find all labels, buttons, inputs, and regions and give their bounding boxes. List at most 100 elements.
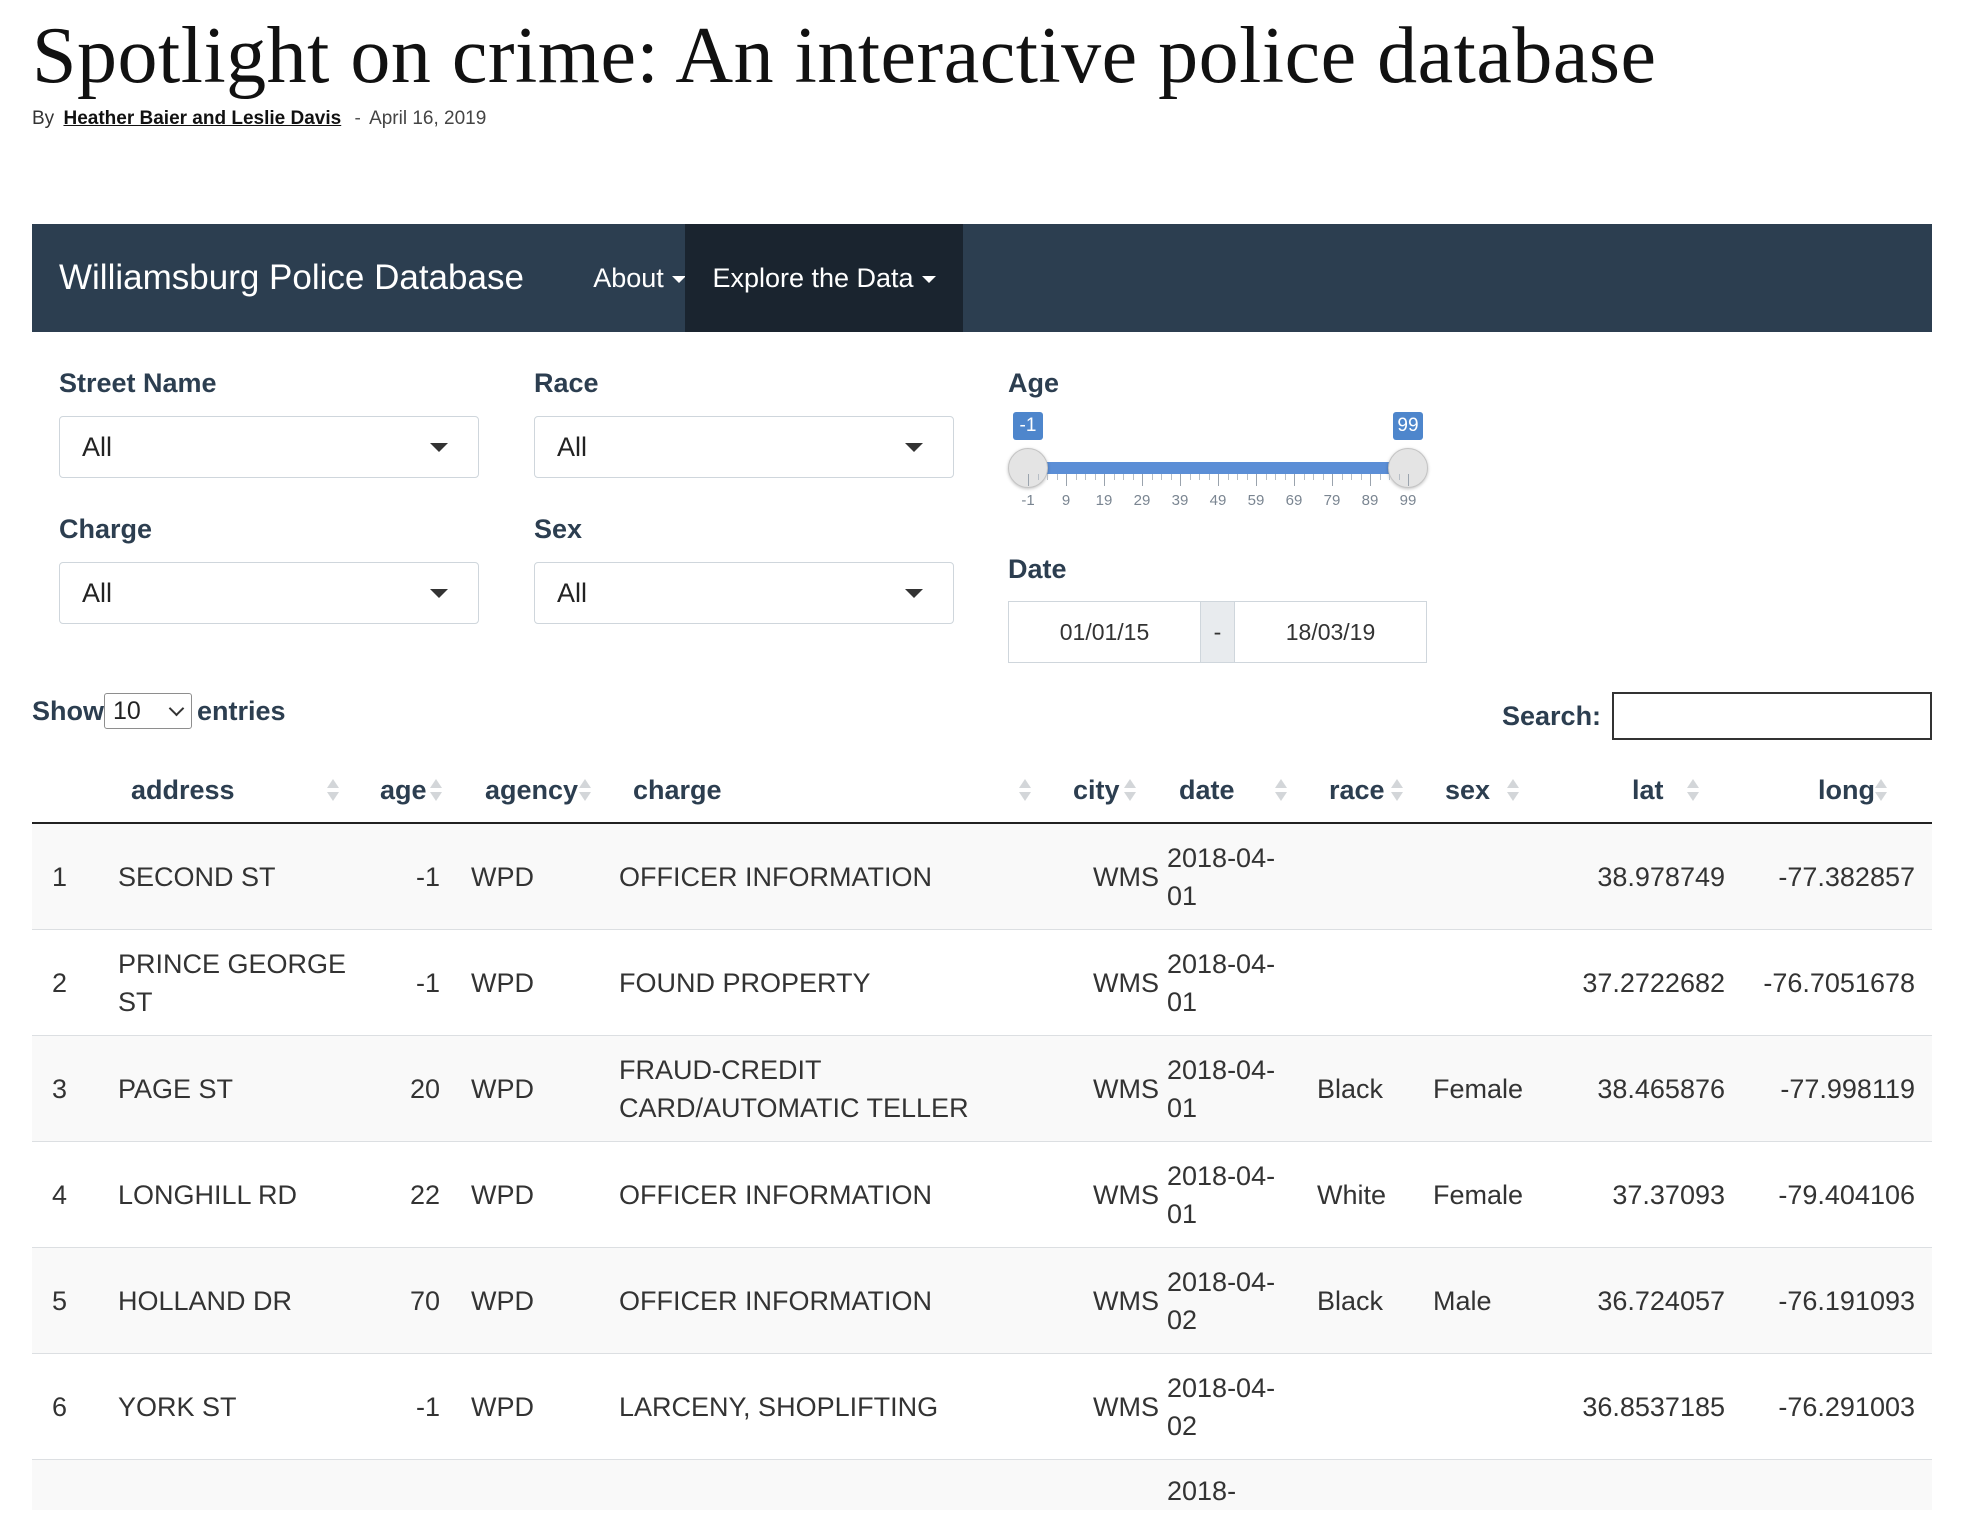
cell-long: -76.291003 bbox=[1778, 1392, 1915, 1422]
slider-tick bbox=[1341, 474, 1343, 480]
sort-arrows-icon[interactable] bbox=[1391, 779, 1403, 803]
sort-arrows-icon[interactable] bbox=[1507, 779, 1519, 803]
age-range-slider[interactable]: -1 99 -1 9 19 29 39 49 59 69 79 89 99 bbox=[1008, 412, 1448, 522]
column-header-sex[interactable]: sex bbox=[1445, 775, 1491, 805]
slider-tick bbox=[1075, 474, 1077, 480]
author-link[interactable]: Heather Baier and Leslie Davis bbox=[63, 108, 342, 129]
entries-length-select[interactable]: 10 bbox=[104, 693, 192, 729]
cell-sex bbox=[1433, 930, 1583, 1036]
sex-select[interactable]: All bbox=[534, 562, 954, 624]
cell-address: YORK ST bbox=[118, 1392, 237, 1422]
slider-tick bbox=[1199, 474, 1200, 480]
cell-sex bbox=[1433, 1460, 1583, 1510]
nav-about-dropdown[interactable]: About bbox=[562, 224, 717, 332]
slider-tick bbox=[1408, 474, 1409, 486]
byline-separator: - bbox=[354, 108, 361, 129]
cell-lat: 36.724057 bbox=[1597, 1286, 1725, 1316]
column-header-address[interactable]: address bbox=[131, 775, 235, 805]
age-max-badge: 99 bbox=[1393, 412, 1423, 440]
byline: By Heather Baier and Leslie Davis - Apri… bbox=[32, 108, 486, 130]
table-row[interactable]: 1 SECOND ST -1 WPD OFFICER INFORMATION WMS 201… bbox=[32, 824, 1932, 930]
cell-charge: OFFICER INFORMATION bbox=[619, 862, 932, 892]
cell-age: 70 bbox=[409, 1286, 440, 1316]
slider-tick bbox=[1237, 474, 1238, 480]
cell-address: HOLLAND DR bbox=[118, 1286, 293, 1316]
sort-arrows-icon[interactable] bbox=[1124, 779, 1136, 803]
slider-tick bbox=[1161, 474, 1162, 480]
cell-sex: Female bbox=[1433, 1074, 1524, 1104]
search-input[interactable] bbox=[1612, 692, 1932, 740]
cell-race: Black bbox=[1317, 1286, 1384, 1316]
column-header-agency[interactable]: agency bbox=[485, 775, 579, 805]
table-row[interactable]: 2 PRINCE GEORGE ST -1 WPD FOUND PROPERTY WMS 2… bbox=[32, 930, 1932, 1036]
date-range-separator: - bbox=[1201, 601, 1234, 663]
charge-select[interactable]: All bbox=[59, 562, 479, 624]
cell-agency: WPD bbox=[471, 1180, 534, 1210]
cell-agency: WPD bbox=[471, 1074, 534, 1104]
slider-tick bbox=[1028, 474, 1029, 486]
date-from-input[interactable]: 01/01/15 bbox=[1008, 601, 1201, 663]
caret-down-icon bbox=[671, 276, 686, 284]
sort-arrows-icon[interactable] bbox=[579, 779, 591, 803]
column-header-city[interactable]: city bbox=[1073, 775, 1120, 805]
sort-arrows-icon[interactable] bbox=[1019, 779, 1031, 803]
row-number: 4 bbox=[52, 1180, 68, 1210]
table-row[interactable]: 3 PAGE ST 20 WPD FRAUD-CREDIT CARD/AUTOMATIC… bbox=[32, 1036, 1932, 1142]
cell-long: -76.191093 bbox=[1778, 1286, 1915, 1316]
race-select[interactable]: All bbox=[534, 416, 954, 478]
column-header-race[interactable]: race bbox=[1329, 775, 1385, 805]
sort-arrows-icon[interactable] bbox=[327, 779, 339, 803]
navbar-brand[interactable]: Williamsburg Police Database bbox=[59, 258, 524, 297]
cell-date: 2018-04-02 bbox=[1167, 1373, 1276, 1441]
column-header-long[interactable]: long bbox=[1818, 775, 1875, 805]
nav-explore-dropdown[interactable]: Explore the Data bbox=[685, 224, 963, 332]
sort-arrows-icon[interactable] bbox=[1875, 779, 1887, 803]
slider-tick-label: 79 bbox=[1323, 492, 1341, 509]
age-label: Age bbox=[1008, 368, 1060, 398]
cell-city: WMS bbox=[1093, 1392, 1159, 1422]
slider-tick bbox=[1332, 474, 1333, 486]
slider-tick bbox=[1370, 474, 1371, 486]
cell-address: PRINCE GEORGE ST bbox=[118, 949, 347, 1017]
cell-charge: OFFICER INFORMATION bbox=[619, 1286, 932, 1316]
cell-age: -1 bbox=[415, 1392, 440, 1422]
slider-tick bbox=[1066, 474, 1067, 486]
slider-tick bbox=[1123, 474, 1124, 480]
sort-arrows-icon[interactable] bbox=[1687, 779, 1699, 803]
table-row[interactable]: 4 LONGHILL RD 22 WPD OFFICER INFORMATION WMS 2… bbox=[32, 1142, 1932, 1248]
date-to-input[interactable]: 18/03/19 bbox=[1234, 601, 1427, 663]
cell-lat: 37.37093 bbox=[1612, 1180, 1725, 1210]
slider-tick bbox=[1094, 474, 1096, 480]
column-header-age[interactable]: age bbox=[380, 775, 427, 805]
table-row[interactable]: 2018- bbox=[32, 1460, 1932, 1510]
slider-tick bbox=[1313, 474, 1314, 480]
column-header-date[interactable]: date bbox=[1179, 775, 1235, 805]
slider-tick bbox=[1142, 474, 1143, 486]
cell-agency: WPD bbox=[471, 968, 534, 998]
cell-charge: FRAUD-CREDIT CARD/AUTOMATIC TELLER bbox=[619, 1055, 969, 1123]
search-label: Search: bbox=[1502, 701, 1602, 731]
cell-lat: 38.978749 bbox=[1597, 862, 1725, 892]
age-slider-bar[interactable] bbox=[1028, 462, 1408, 474]
publish-date: April 16, 2019 bbox=[369, 108, 487, 129]
slider-tick bbox=[1189, 474, 1191, 480]
slider-tick bbox=[1322, 474, 1324, 480]
table-row[interactable]: 5 HOLLAND DR 70 WPD OFFICER INFORMATION WMS 20… bbox=[32, 1248, 1932, 1354]
slider-tick bbox=[1132, 474, 1134, 480]
sort-arrows-icon[interactable] bbox=[1275, 779, 1287, 803]
race-value: All bbox=[557, 432, 588, 462]
street-name-select[interactable]: All bbox=[59, 416, 479, 478]
sort-arrows-icon[interactable] bbox=[430, 779, 442, 803]
cell-address bbox=[118, 1460, 368, 1510]
column-header-lat[interactable]: lat bbox=[1632, 775, 1664, 805]
cell-agency bbox=[471, 1460, 591, 1510]
table-row[interactable]: 6 YORK ST -1 WPD LARCENY, SHOPLIFTING WMS 2018… bbox=[32, 1354, 1932, 1460]
column-header-charge[interactable]: charge bbox=[633, 775, 722, 805]
race-label: Race bbox=[534, 368, 599, 398]
cell-race bbox=[1317, 1354, 1427, 1460]
cell-city: WMS bbox=[1093, 1286, 1159, 1316]
slider-tick-label: 89 bbox=[1361, 492, 1379, 509]
charge-value: All bbox=[82, 578, 113, 608]
cell-date: 2018-04-02 bbox=[1167, 1267, 1276, 1335]
slider-tick bbox=[1256, 474, 1257, 486]
